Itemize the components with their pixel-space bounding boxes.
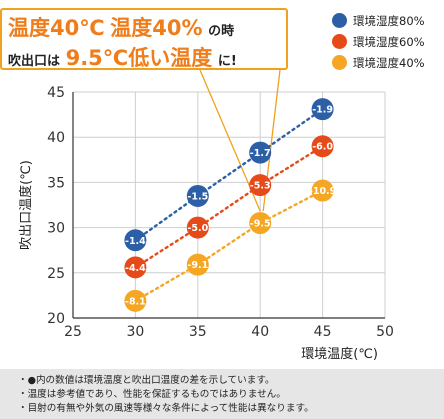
data-point (124, 256, 147, 279)
callout-temperature: 温度40℃ (8, 16, 105, 40)
data-point (311, 179, 334, 202)
callout-suffix: に! (217, 54, 237, 69)
x-tick-label: 40 (251, 324, 269, 340)
data-point (249, 141, 272, 164)
series-line (134, 189, 324, 303)
callout-lower-temp: 9.5℃低い温度 (65, 46, 213, 70)
data-point (124, 289, 147, 312)
y-tick-label: 35 (47, 175, 65, 191)
x-tick-label: 45 (314, 324, 332, 340)
note-2: ・温度は参考値であり、性能を保証するものではありません。 (18, 389, 286, 400)
legend-dot-80 (332, 13, 347, 28)
data-label: -1.9 (312, 105, 333, 116)
y-axis-label: 吹出口温度(℃) (18, 160, 34, 250)
data-point (186, 216, 209, 239)
data-label: -5.3 (250, 181, 271, 192)
legend-label-80: 環境湿度80% (353, 13, 425, 28)
legend-item-40: 環境湿度40% (332, 52, 425, 73)
data-label: -6.0 (312, 142, 333, 153)
data-label: -1.5 (187, 191, 208, 202)
data-label: -8.1 (125, 296, 146, 307)
data-label: -1.4 (125, 236, 146, 247)
data-point (249, 174, 272, 197)
legend-dot-40 (332, 55, 347, 70)
data-label: -10.9 (309, 186, 336, 197)
x-tick-label: 30 (126, 324, 144, 340)
data-label: -9.5 (250, 219, 271, 230)
notes-box: ・●内の数値は環境温度と吹出口温度の差を示しています。 ・温度は参考値であり、性… (0, 369, 444, 419)
series-line (134, 107, 324, 242)
y-tick-label: 25 (47, 266, 65, 282)
legend-item-60: 環境湿度60% (332, 31, 425, 52)
data-point (186, 253, 209, 276)
series-line (134, 145, 324, 269)
y-tick-label: 45 (47, 85, 65, 101)
data-point (311, 98, 334, 121)
legend-label-60: 環境湿度60% (353, 34, 425, 49)
y-tick-label: 20 (47, 311, 65, 327)
note-3: ・目射の有無や外気の風速等様々な条件によって性能は異なります。 (18, 403, 314, 414)
callout-when: の時 (208, 24, 235, 39)
data-point (249, 212, 272, 235)
callout-humidity: 温度40% (110, 16, 203, 40)
data-label: -4.4 (125, 263, 146, 274)
note-1: ・●内の数値は環境温度と吹出口温度の差を示しています。 (18, 375, 275, 386)
x-tick-label: 25 (64, 324, 82, 340)
legend: 環境湿度80% 環境湿度60% 環境湿度40% (332, 10, 425, 73)
callout-line-2: 吹出口は 9.5℃低い温度 に! (8, 42, 237, 72)
y-tick-label: 40 (47, 130, 65, 146)
legend-item-80: 環境湿度80% (332, 10, 425, 31)
data-point (186, 184, 209, 207)
callout-line-1: 温度40℃ 温度40% の時 (8, 12, 234, 42)
data-label: -1.7 (250, 148, 271, 159)
callout-outlet: 吹出口は (8, 54, 61, 69)
legend-dot-60 (332, 34, 347, 49)
data-label: -9.1 (187, 260, 208, 271)
x-tick-label: 35 (189, 324, 207, 340)
data-point (311, 135, 334, 158)
callout-box: 温度40℃ 温度40% の時 吹出口は 9.5℃低い温度 に! (0, 8, 288, 70)
data-point (124, 229, 147, 252)
y-tick-label: 30 (47, 221, 65, 237)
data-label: -5.0 (187, 223, 208, 234)
legend-label-40: 環境湿度40% (353, 55, 425, 70)
x-axis-label: 環境温度(℃) (301, 346, 378, 362)
x-tick-label: 50 (376, 324, 394, 340)
